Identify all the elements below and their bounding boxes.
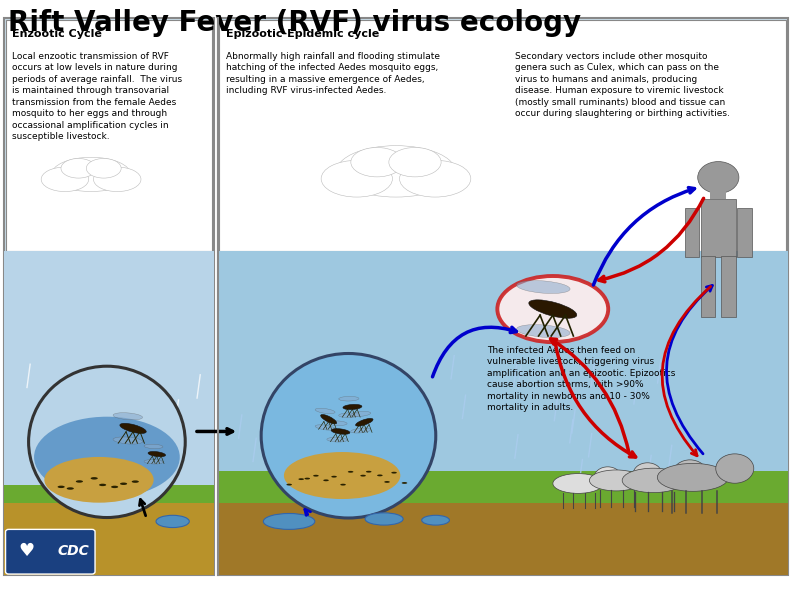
Ellipse shape — [144, 444, 163, 449]
Text: Abnormally high rainfall and flooding stimulate
hatching of the infected Aedes m: Abnormally high rainfall and flooding st… — [226, 52, 440, 95]
Ellipse shape — [67, 487, 74, 490]
Circle shape — [594, 467, 621, 488]
Ellipse shape — [315, 425, 335, 430]
Ellipse shape — [337, 146, 455, 197]
Ellipse shape — [331, 476, 337, 477]
Ellipse shape — [377, 474, 383, 476]
Ellipse shape — [58, 485, 65, 488]
FancyBboxPatch shape — [722, 256, 736, 317]
Bar — [4, 485, 214, 503]
Ellipse shape — [144, 460, 163, 464]
Ellipse shape — [113, 437, 143, 444]
Ellipse shape — [261, 354, 436, 518]
Ellipse shape — [304, 477, 310, 479]
Ellipse shape — [120, 482, 128, 485]
Ellipse shape — [351, 411, 371, 417]
Ellipse shape — [389, 147, 441, 177]
Ellipse shape — [51, 157, 131, 192]
Bar — [218, 493, 788, 575]
FancyBboxPatch shape — [6, 529, 95, 574]
FancyBboxPatch shape — [701, 256, 715, 317]
Ellipse shape — [327, 421, 347, 425]
Ellipse shape — [99, 483, 106, 486]
Text: CDC: CDC — [58, 544, 89, 558]
FancyBboxPatch shape — [6, 20, 212, 251]
Ellipse shape — [657, 463, 729, 491]
Ellipse shape — [589, 470, 643, 491]
Ellipse shape — [156, 515, 189, 528]
Ellipse shape — [348, 471, 353, 472]
Ellipse shape — [366, 471, 371, 472]
Ellipse shape — [341, 483, 346, 485]
Ellipse shape — [339, 413, 359, 417]
Ellipse shape — [315, 408, 335, 414]
Circle shape — [673, 460, 706, 485]
Ellipse shape — [120, 424, 147, 433]
Ellipse shape — [331, 428, 350, 435]
Ellipse shape — [76, 480, 83, 483]
Ellipse shape — [421, 515, 449, 525]
Text: Enzootic Cycle: Enzootic Cycle — [12, 29, 101, 39]
Ellipse shape — [86, 159, 121, 178]
Ellipse shape — [351, 147, 403, 177]
Ellipse shape — [321, 414, 337, 424]
Ellipse shape — [90, 477, 97, 480]
Ellipse shape — [402, 482, 407, 484]
Bar — [218, 471, 788, 503]
Ellipse shape — [34, 417, 180, 498]
Circle shape — [634, 463, 662, 485]
Ellipse shape — [263, 513, 314, 529]
Ellipse shape — [61, 159, 96, 178]
FancyBboxPatch shape — [218, 18, 788, 575]
Ellipse shape — [497, 276, 608, 342]
Ellipse shape — [111, 486, 118, 488]
Ellipse shape — [148, 452, 166, 457]
Text: Local enzootic transmission of RVF
occurs at low levels in nature during
periods: Local enzootic transmission of RVF occur… — [12, 52, 182, 141]
FancyBboxPatch shape — [685, 208, 699, 257]
Ellipse shape — [339, 397, 359, 401]
Ellipse shape — [360, 475, 366, 477]
Ellipse shape — [44, 457, 154, 502]
Ellipse shape — [351, 428, 371, 433]
Ellipse shape — [623, 468, 684, 493]
Ellipse shape — [553, 474, 604, 493]
Ellipse shape — [284, 452, 400, 499]
Ellipse shape — [516, 324, 570, 338]
Bar — [4, 251, 214, 575]
Circle shape — [716, 454, 754, 483]
Ellipse shape — [343, 405, 362, 409]
Ellipse shape — [287, 483, 292, 485]
FancyBboxPatch shape — [737, 208, 752, 257]
Ellipse shape — [323, 479, 329, 481]
Ellipse shape — [93, 167, 141, 192]
Bar — [710, 181, 726, 199]
Ellipse shape — [399, 160, 470, 197]
Ellipse shape — [41, 167, 89, 192]
Ellipse shape — [516, 280, 570, 294]
Ellipse shape — [356, 419, 373, 426]
Ellipse shape — [384, 481, 390, 483]
Ellipse shape — [299, 478, 304, 480]
Bar — [218, 251, 788, 575]
Ellipse shape — [321, 160, 392, 197]
Ellipse shape — [29, 366, 185, 518]
Text: The infected Aedes then feed on
vulnerable livestock, triggering virus
amplifica: The infected Aedes then feed on vulnerab… — [487, 346, 676, 412]
Bar — [4, 493, 214, 575]
FancyBboxPatch shape — [4, 18, 214, 575]
Ellipse shape — [391, 472, 397, 474]
Ellipse shape — [365, 513, 403, 525]
Ellipse shape — [131, 480, 139, 483]
Text: Secondary vectors include other mosquito
genera such as Culex, which can pass on: Secondary vectors include other mosquito… — [515, 52, 729, 118]
Text: Epizootic-Epidemic cycle: Epizootic-Epidemic cycle — [226, 29, 379, 39]
Ellipse shape — [529, 300, 577, 318]
Ellipse shape — [313, 475, 318, 477]
FancyBboxPatch shape — [219, 20, 786, 251]
FancyBboxPatch shape — [701, 199, 736, 257]
Ellipse shape — [327, 438, 347, 442]
Text: Rift Valley Fever (RVF) virus ecology: Rift Valley Fever (RVF) virus ecology — [8, 9, 581, 37]
Text: ♥: ♥ — [18, 542, 34, 560]
Circle shape — [698, 162, 739, 193]
Ellipse shape — [113, 412, 143, 420]
